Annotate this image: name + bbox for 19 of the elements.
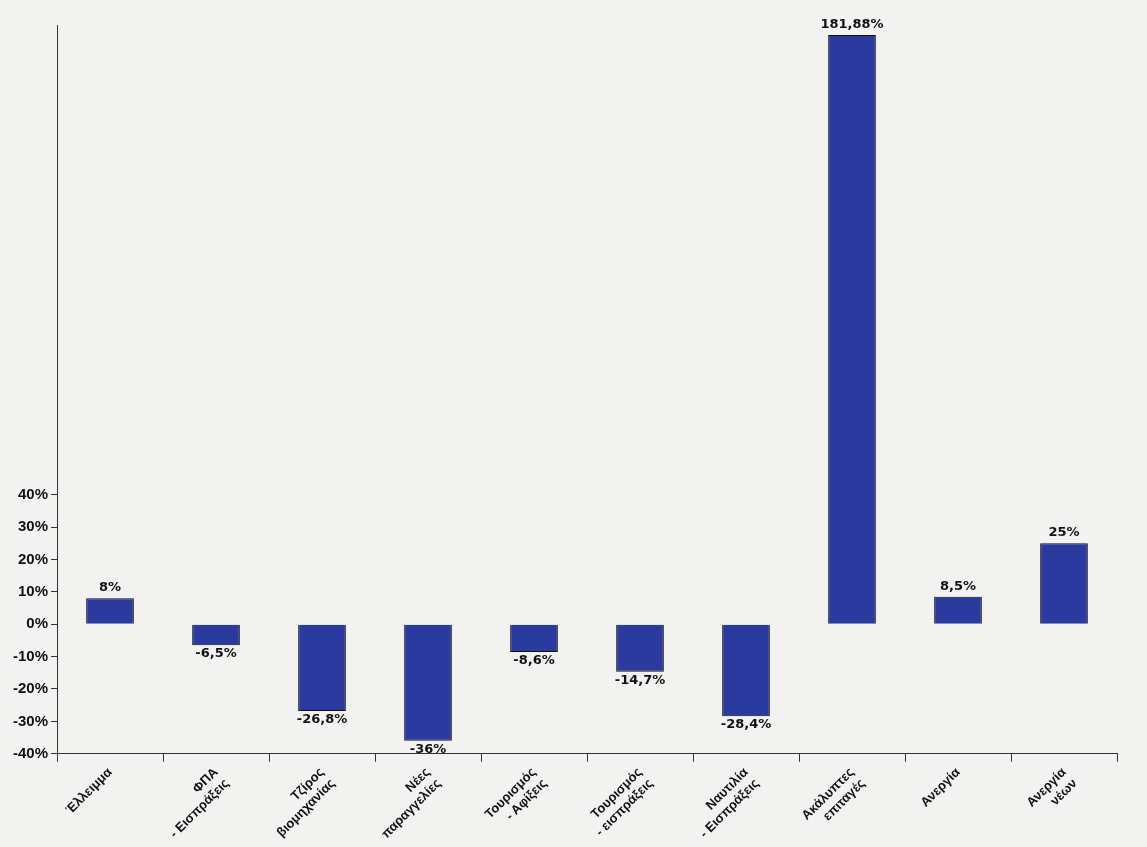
data-label: -14,7% (614, 671, 666, 687)
y-tick-label: -10% (12, 646, 49, 664)
data-label: -28,4% (720, 716, 772, 732)
y-tick-label: -20% (12, 679, 49, 697)
y-tick-label: 20% (17, 549, 49, 567)
data-label: -6,5% (195, 645, 237, 661)
y-tick-label: -30% (12, 711, 49, 729)
data-label: 8% (98, 579, 122, 595)
data-label: -36% (409, 740, 447, 756)
data-label: 181,88% (820, 15, 884, 31)
data-label: 8,5% (939, 577, 977, 593)
y-tick-label: 10% (17, 581, 49, 599)
y-tick-label: 0% (26, 614, 49, 632)
y-tick-label: 30% (17, 517, 49, 535)
data-label: -8,6% (513, 651, 555, 667)
y-tick-label: -40% (12, 743, 49, 761)
y-tick-label: 40% (17, 484, 49, 502)
data-label: -26,8% (296, 710, 348, 726)
data-label: 25% (1048, 524, 1080, 540)
